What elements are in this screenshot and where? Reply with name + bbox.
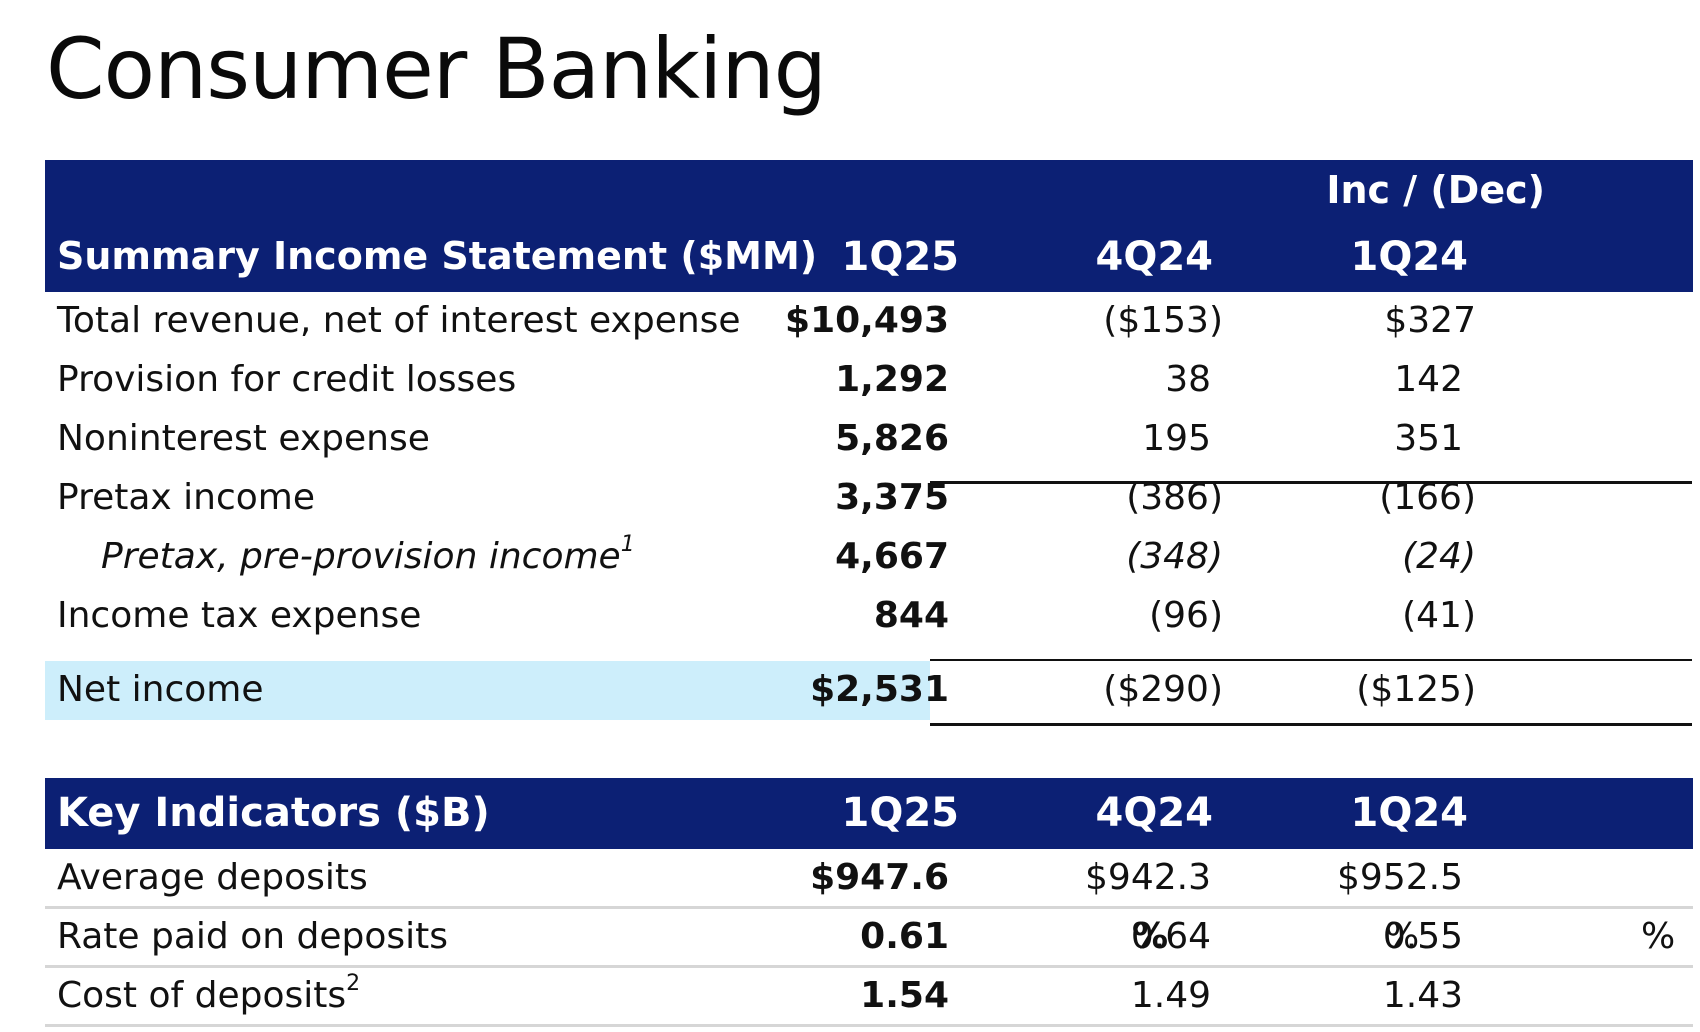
column-header-4q24: 4Q24: [1095, 790, 1214, 836]
cell-1q25: 4,667: [835, 536, 949, 577]
percent-unit: %: [1132, 916, 1169, 957]
column-header-1q25: 1Q25: [841, 790, 960, 836]
row-label: Cost of deposits2: [57, 971, 360, 1016]
row-divider: [45, 1024, 1693, 1027]
table-row: Pretax, pre-provision income1 4,667 (348…: [45, 528, 1693, 587]
row-label-text: Pretax, pre-provision income: [101, 536, 621, 577]
cell-4q24: 1.49: [1130, 975, 1211, 1016]
row-label: Rate paid on deposits: [57, 916, 448, 957]
row-label: Provision for credit losses: [57, 359, 517, 400]
income-table-title: Summary Income Statement ($MM): [57, 234, 818, 278]
cell-1q25: 0.61: [860, 916, 949, 957]
net-income-top-rule: [930, 659, 1692, 662]
cell-1q25: 844: [873, 595, 949, 636]
row-divider: [45, 965, 1693, 968]
cell-1q25: 3,375: [835, 477, 949, 518]
row-divider: [45, 906, 1693, 909]
cell-1q24: 351: [1394, 418, 1463, 459]
footnote-marker: 2: [346, 971, 361, 996]
page-title: Consumer Banking: [46, 20, 827, 118]
cell-4q24: 0.64: [1130, 916, 1211, 957]
cell-4q24: ($153): [1103, 300, 1223, 341]
table-row: Pretax income 3,375 (386) (166): [45, 469, 1693, 528]
row-label: Net income: [57, 669, 264, 710]
net-income-double-rule-2: [930, 723, 1692, 726]
table-row-net-income: Net income $2,531 ($290) ($125): [45, 661, 1693, 720]
cell-1q24: $327: [1384, 300, 1476, 341]
row-label: Total revenue, net of interest expense: [57, 300, 741, 341]
cell-1q24: 142: [1394, 359, 1463, 400]
cell-4q24: (96): [1149, 595, 1223, 636]
income-table-header: Inc / (Dec) Summary Income Statement ($M…: [45, 160, 1693, 292]
table-row: Noninterest expense 5,826 195 351: [45, 410, 1693, 469]
cell-4q24: $942.3: [1085, 857, 1211, 898]
row-label: Average deposits: [57, 857, 368, 898]
cell-1q25: $2,531: [810, 669, 949, 710]
column-header-1q24: 1Q24: [1350, 234, 1469, 280]
row-label: Noninterest expense: [57, 418, 430, 459]
footnote-marker: 1: [620, 532, 635, 557]
cell-4q24: (348): [1126, 536, 1223, 577]
cell-1q24: $952.5: [1337, 857, 1463, 898]
inc-dec-group-header: Inc / (Dec): [1326, 168, 1545, 212]
table-row: Average deposits $947.6 $942.3 $952.5: [45, 849, 1693, 908]
subtotal-rule: [930, 481, 1692, 484]
row-label: Pretax, pre-provision income1: [101, 532, 635, 577]
row-label: Pretax income: [57, 477, 316, 518]
percent-unit: %: [1385, 916, 1420, 957]
cell-1q25: $10,493: [785, 300, 949, 341]
column-header-1q25: 1Q25: [841, 234, 960, 280]
cell-4q24: (386): [1126, 477, 1223, 518]
cell-1q24: (166): [1379, 477, 1476, 518]
cell-1q25: 1.54: [860, 975, 949, 1016]
cell-1q25: 1,292: [835, 359, 949, 400]
percent-unit: %: [1641, 916, 1676, 957]
column-header-4q24: 4Q24: [1095, 234, 1214, 280]
row-label-text: Cost of deposits: [57, 975, 347, 1016]
row-label: Income tax expense: [57, 595, 422, 636]
table-row: Cost of deposits2 1.54 1.49 1.43: [45, 967, 1693, 1026]
cell-1q24: 0.55: [1382, 916, 1463, 957]
cell-1q25: $947.6: [810, 857, 949, 898]
table-row: Total revenue, net of interest expense $…: [45, 292, 1693, 351]
table-row: Provision for credit losses 1,292 38 142: [45, 351, 1693, 410]
table-row: Income tax expense 844 (96) (41): [45, 587, 1693, 646]
table-row: Rate paid on deposits 0.61 % 0.64 % 0.55…: [45, 908, 1693, 967]
cell-4q24: 195: [1142, 418, 1211, 459]
indicators-table-title: Key Indicators ($B): [57, 790, 490, 836]
indicators-table-header: Key Indicators ($B) 1Q25 4Q24 1Q24: [45, 778, 1693, 849]
cell-1q24: ($125): [1356, 669, 1476, 710]
cell-1q25: 5,826: [835, 418, 949, 459]
cell-4q24: 38: [1165, 359, 1211, 400]
cell-4q24: ($290): [1103, 669, 1223, 710]
column-header-1q24: 1Q24: [1350, 790, 1469, 836]
cell-1q24: (24): [1402, 536, 1476, 577]
cell-1q24: (41): [1402, 595, 1476, 636]
cell-1q24: 1.43: [1382, 975, 1463, 1016]
